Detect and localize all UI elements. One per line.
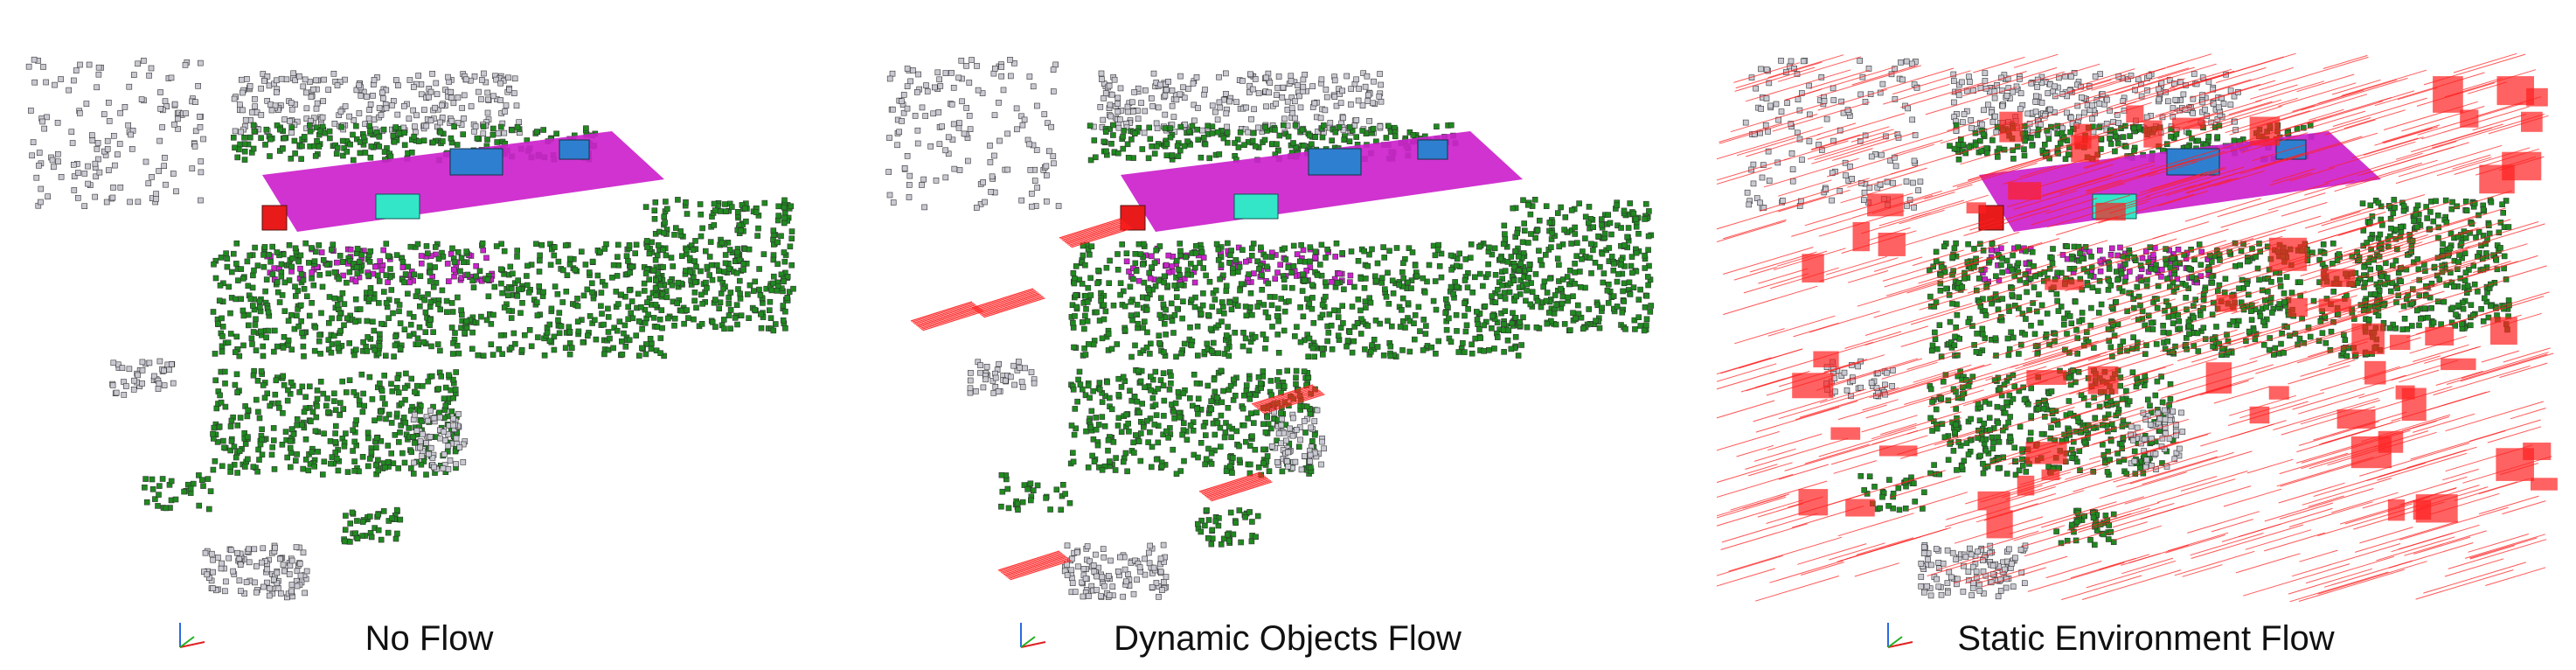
vegetation-voxels (142, 472, 214, 513)
building-voxels (1268, 407, 1327, 473)
occupancy-scene (25, 56, 796, 601)
occupancy-scene (1717, 52, 2558, 603)
panel-dynamic-objects-flow: Dynamic Objects Flow (858, 0, 1717, 670)
car-voxels (1417, 139, 1448, 160)
caption-dynamic-objects-flow: Dynamic Objects Flow (1114, 619, 1462, 658)
dynamic-object-voxels (261, 205, 288, 231)
axis-gizmo-icon (179, 623, 205, 648)
caption-no-flow: No Flow (365, 619, 494, 658)
flow-vectors (1717, 52, 2558, 603)
road-surface (1979, 131, 2381, 232)
building-voxels (109, 358, 177, 398)
building-voxels (1742, 58, 1924, 211)
building-voxels (2128, 407, 2186, 473)
car-voxels (559, 139, 590, 160)
building-voxels (1091, 70, 1385, 136)
axis-gizmo-icon (1020, 623, 1046, 648)
building-voxels (231, 70, 523, 136)
flow-vectors (910, 218, 1325, 581)
caption-static-environment-flow: Static Environment Flow (1957, 619, 2335, 658)
building-voxels (1061, 541, 1170, 600)
truck-voxels (1233, 193, 1279, 220)
vegetation-voxels (1068, 240, 1528, 360)
road-surface (1121, 131, 1523, 232)
building-voxels (25, 56, 206, 209)
building-voxels (885, 57, 1062, 211)
building-voxels (1918, 541, 2029, 600)
vegetation-voxels (1194, 507, 1261, 548)
vegetation-voxels (642, 197, 796, 334)
car-voxels (449, 148, 503, 176)
car-voxels (1308, 148, 1362, 176)
vegetation-voxels (998, 471, 1073, 513)
panel-no-flow: No Flow (0, 0, 858, 670)
vegetation-voxels (210, 240, 670, 359)
axis-gizmo-icon (1887, 623, 1913, 648)
panel-static-environment-flow: Static Environment Flow (1717, 0, 2575, 670)
vegetation-voxels (1500, 197, 1655, 334)
building-voxels (967, 359, 1038, 396)
car-voxels (2166, 148, 2220, 176)
vegetation-voxels (210, 367, 461, 478)
building-voxels (201, 542, 310, 601)
building-voxels (410, 408, 469, 472)
vegetation-voxels (341, 506, 404, 545)
truck-voxels (375, 193, 420, 220)
occupancy-scene (885, 57, 1655, 600)
